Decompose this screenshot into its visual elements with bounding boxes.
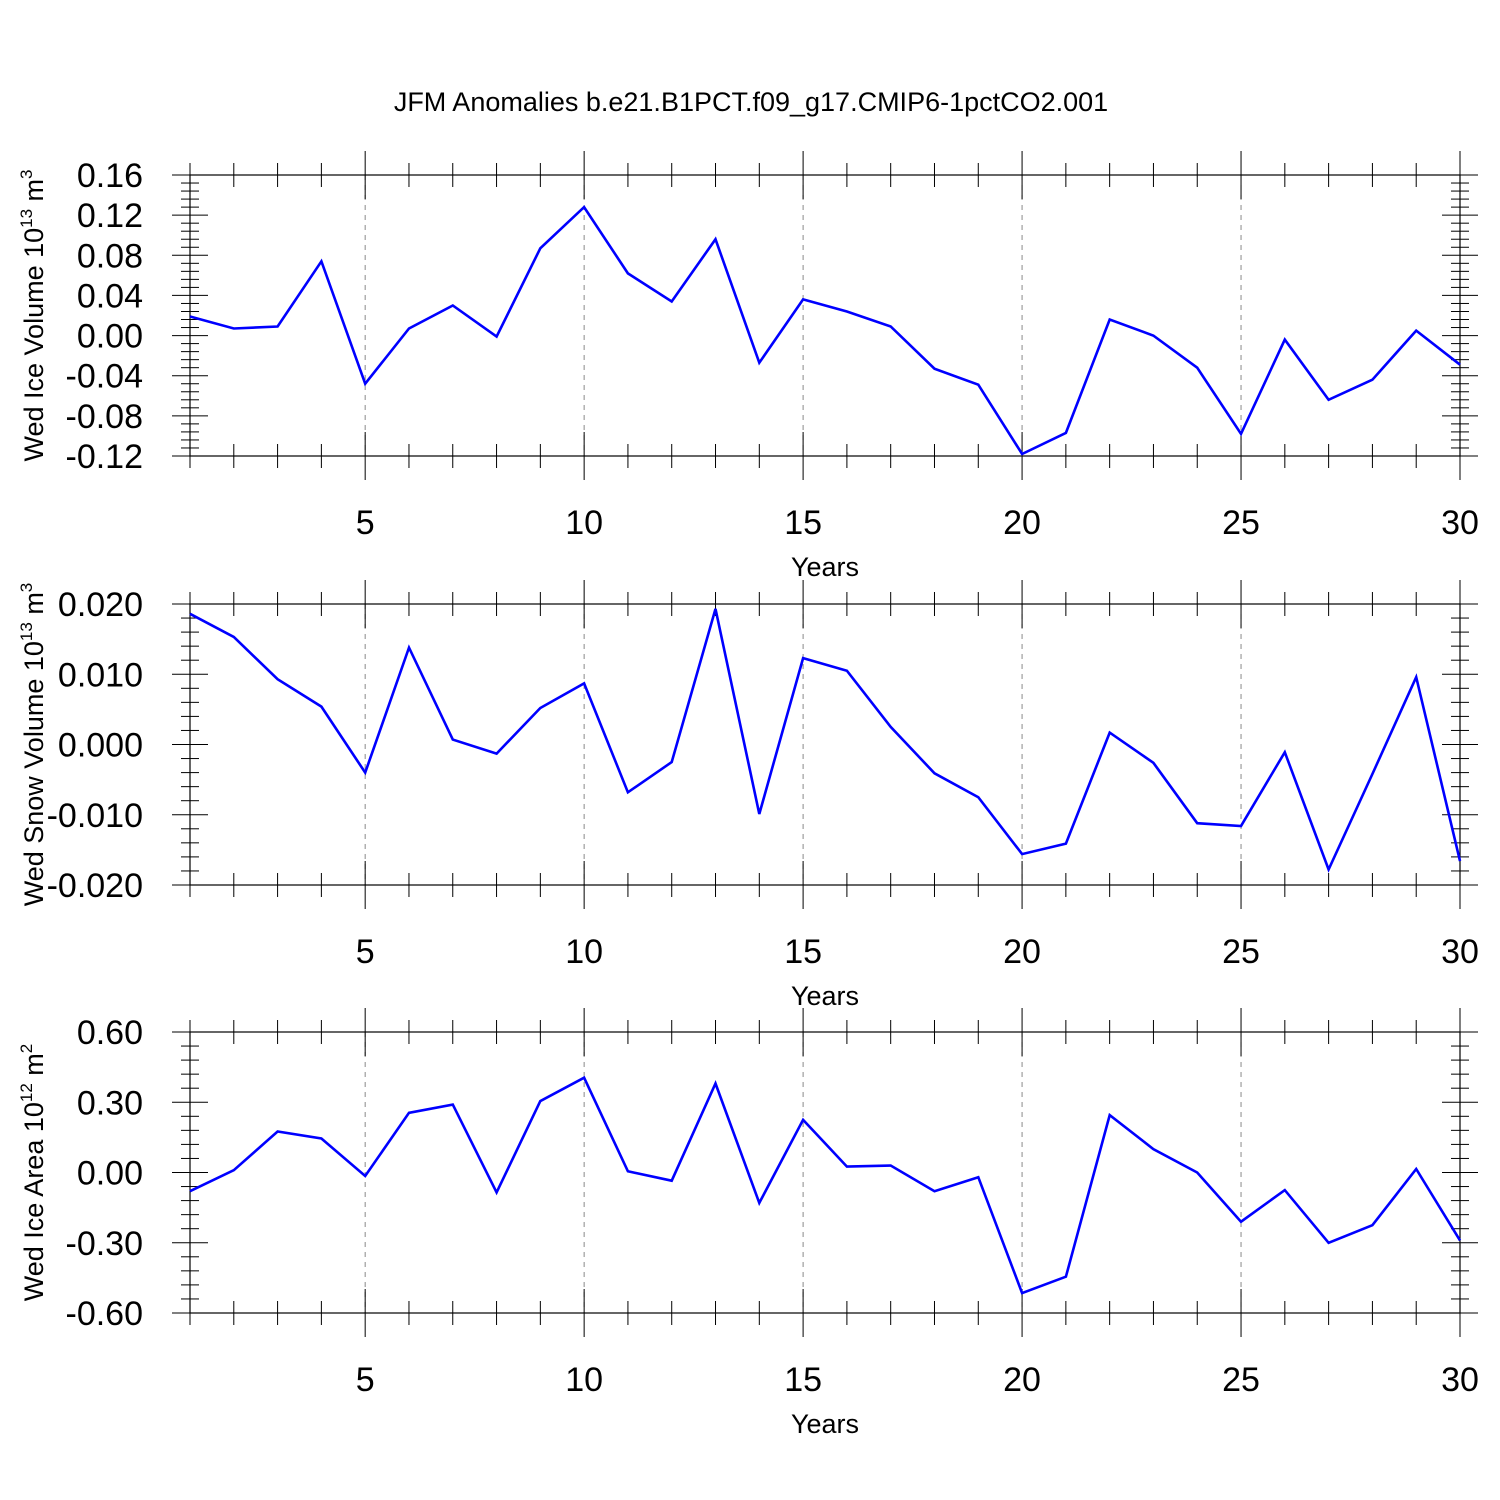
x-tick-label: 25 <box>1222 504 1260 542</box>
y-axis-label-superscript: 13 <box>17 209 36 228</box>
y-axis-label-text: Wed Snow Volume 10 <box>19 641 49 906</box>
x-tick-label: 10 <box>565 1361 603 1399</box>
x-tick-label: 20 <box>1003 504 1041 542</box>
y-axis-label-text: m <box>19 179 49 209</box>
y-axis-label: Wed Snow Volume 1013 m3 <box>17 583 49 907</box>
y-tick-label: 0.04 <box>77 277 143 315</box>
x-axis-label: Years <box>791 1409 859 1439</box>
y-tick-label: 0.30 <box>77 1084 143 1122</box>
x-tick-label: 30 <box>1441 504 1479 542</box>
series-line <box>189 608 1462 873</box>
y-tick-label: 0.60 <box>77 1014 143 1052</box>
x-tick-label: 5 <box>356 933 375 971</box>
y-tick-label: -0.60 <box>66 1295 144 1333</box>
y-tick-label: 0.16 <box>77 157 143 195</box>
x-tick-label: 20 <box>1003 933 1041 971</box>
x-axis-label: Years <box>791 552 859 582</box>
y-axis-label-superscript: 12 <box>17 1083 36 1102</box>
y-tick-label: -0.12 <box>66 438 144 476</box>
y-tick-label: -0.020 <box>47 867 143 905</box>
plot-frame <box>189 174 1461 457</box>
panel-1: -0.12-0.08-0.040.000.040.080.120.16 5 10 15… <box>17 151 1479 582</box>
y-tick-label: 0.00 <box>77 318 143 356</box>
y-tick-label: 0.00 <box>77 1155 143 1193</box>
x-tick-label: 20 <box>1003 1361 1041 1399</box>
x-tick-label: 30 <box>1441 1361 1479 1399</box>
y-axis-label-superscript: 13 <box>17 622 36 641</box>
x-tick-label: 30 <box>1441 933 1479 971</box>
x-tick-label: 5 <box>356 1361 375 1399</box>
series-line <box>189 205 1461 456</box>
x-tick-label: 10 <box>565 504 603 542</box>
x-tick-label: 25 <box>1222 933 1260 971</box>
figure-title: JFM Anomalies b.e21.B1PCT.f09_g17.CMIP6-… <box>394 87 1108 117</box>
x-tick-label: 25 <box>1222 1361 1260 1399</box>
x-tick-label: 15 <box>784 933 822 971</box>
series-line <box>189 1075 1462 1295</box>
y-tick-label: -0.04 <box>66 358 144 396</box>
y-axis-label: Wed Ice Area 1012 m2 <box>17 1044 49 1302</box>
y-tick-label: -0.30 <box>66 1225 144 1263</box>
y-axis-label-superscript: 3 <box>17 169 36 178</box>
y-axis-label-superscript: 2 <box>17 1044 36 1053</box>
y-tick-label: -0.010 <box>47 797 143 835</box>
y-axis-label-text: m <box>19 1053 49 1083</box>
y-axis-label-text: Wed Ice Area 10 <box>19 1102 49 1301</box>
y-axis-label-text: m <box>19 592 49 622</box>
y-tick-label: -0.08 <box>66 398 144 436</box>
x-tick-label: 10 <box>565 933 603 971</box>
y-axis-label: Wed Ice Volume 1013 m3 <box>17 169 49 461</box>
x-tick-label: 15 <box>784 1361 822 1399</box>
panels: -0.12-0.08-0.040.000.040.080.120.165 10 15… <box>17 151 1479 1439</box>
y-tick-label: 0.08 <box>77 237 143 275</box>
x-axis-label: Years <box>791 981 859 1011</box>
plot-frame <box>189 603 1461 886</box>
plot-frame <box>189 1031 1461 1314</box>
y-tick-label: 0.000 <box>58 727 143 765</box>
panel-3: -0.60 -0.30 0.00 0.30 0.60 5 10 15 20 25 30 Years We… <box>17 1008 1479 1439</box>
panel-2: -0.020 -0.010 0.000 0.010 0.020 5 10 15 20 25 30 Ye… <box>17 580 1479 1011</box>
y-tick-label: 0.020 <box>58 586 143 624</box>
y-axis-label-superscript: 3 <box>17 583 36 592</box>
x-tick-label: 15 <box>784 504 822 542</box>
y-axis-label-text: Wed Ice Volume 10 <box>19 228 49 462</box>
y-tick-label: 0.12 <box>77 197 143 235</box>
y-tick-label: 0.010 <box>58 656 143 694</box>
x-tick-label: 5 <box>356 504 375 542</box>
